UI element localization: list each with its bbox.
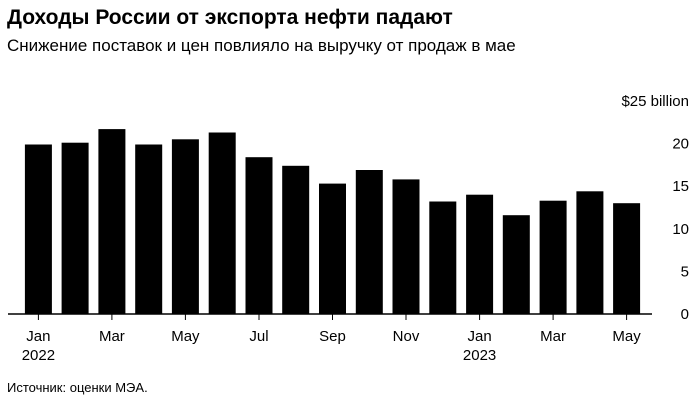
y-tick-label: 15 <box>672 178 689 195</box>
x-tick-label: Jul <box>249 328 268 345</box>
bar-aug-2022 <box>282 165 310 314</box>
bar-may-2022 <box>171 139 199 314</box>
x-tick-year-label: 2023 <box>463 347 496 364</box>
y-tick-label: 5 <box>681 263 689 280</box>
bar-dec-2022 <box>429 201 457 314</box>
y-tick-label: 20 <box>672 136 689 153</box>
bar-sep-2022 <box>319 183 346 314</box>
bar-oct-2022 <box>355 170 383 314</box>
x-tick-label: Jan <box>468 328 492 345</box>
bar-feb-2023 <box>502 215 530 314</box>
bar-jun-2022 <box>208 132 236 314</box>
x-tick-label: May <box>612 328 641 345</box>
chart-title: Доходы России от экспорта нефти падают <box>7 6 453 29</box>
bar-nov-2022 <box>392 179 420 314</box>
bar-mar-2023 <box>539 200 567 314</box>
y-tick-label: $25 billion <box>621 93 689 110</box>
bars-group <box>24 129 641 314</box>
source-note: Источник: оценки МЭА. <box>7 380 148 395</box>
bar-apr-2023 <box>576 191 604 314</box>
bar-may-2023 <box>613 203 641 314</box>
bar-mar-2022 <box>98 129 126 314</box>
x-tick-label: Mar <box>99 328 125 345</box>
x-axis: Jan 2022 Mar May Jul Sep Nov Jan 2023 Mar May <box>8 313 652 364</box>
x-tick-label: Mar <box>540 328 566 345</box>
bar-jan-2023 <box>466 194 494 314</box>
chart-subtitle: Снижение поставок и цен повлияло на выру… <box>7 36 516 55</box>
bar-jul-2022 <box>245 157 273 314</box>
bar-apr-2022 <box>135 144 163 314</box>
x-tick-label: Sep <box>319 328 346 345</box>
bar-feb-2022 <box>61 142 89 314</box>
y-tick-label: 0 <box>681 306 689 323</box>
x-tick-label: Nov <box>393 328 420 345</box>
y-tick-label: 10 <box>672 221 689 238</box>
x-tick-year-label: 2022 <box>22 347 55 364</box>
x-tick-label: Jan <box>26 328 50 345</box>
bar-jan-2022 <box>24 144 52 314</box>
y-axis: $25 billion 20 15 10 5 0 <box>621 93 689 323</box>
x-tick-label: May <box>171 328 200 345</box>
